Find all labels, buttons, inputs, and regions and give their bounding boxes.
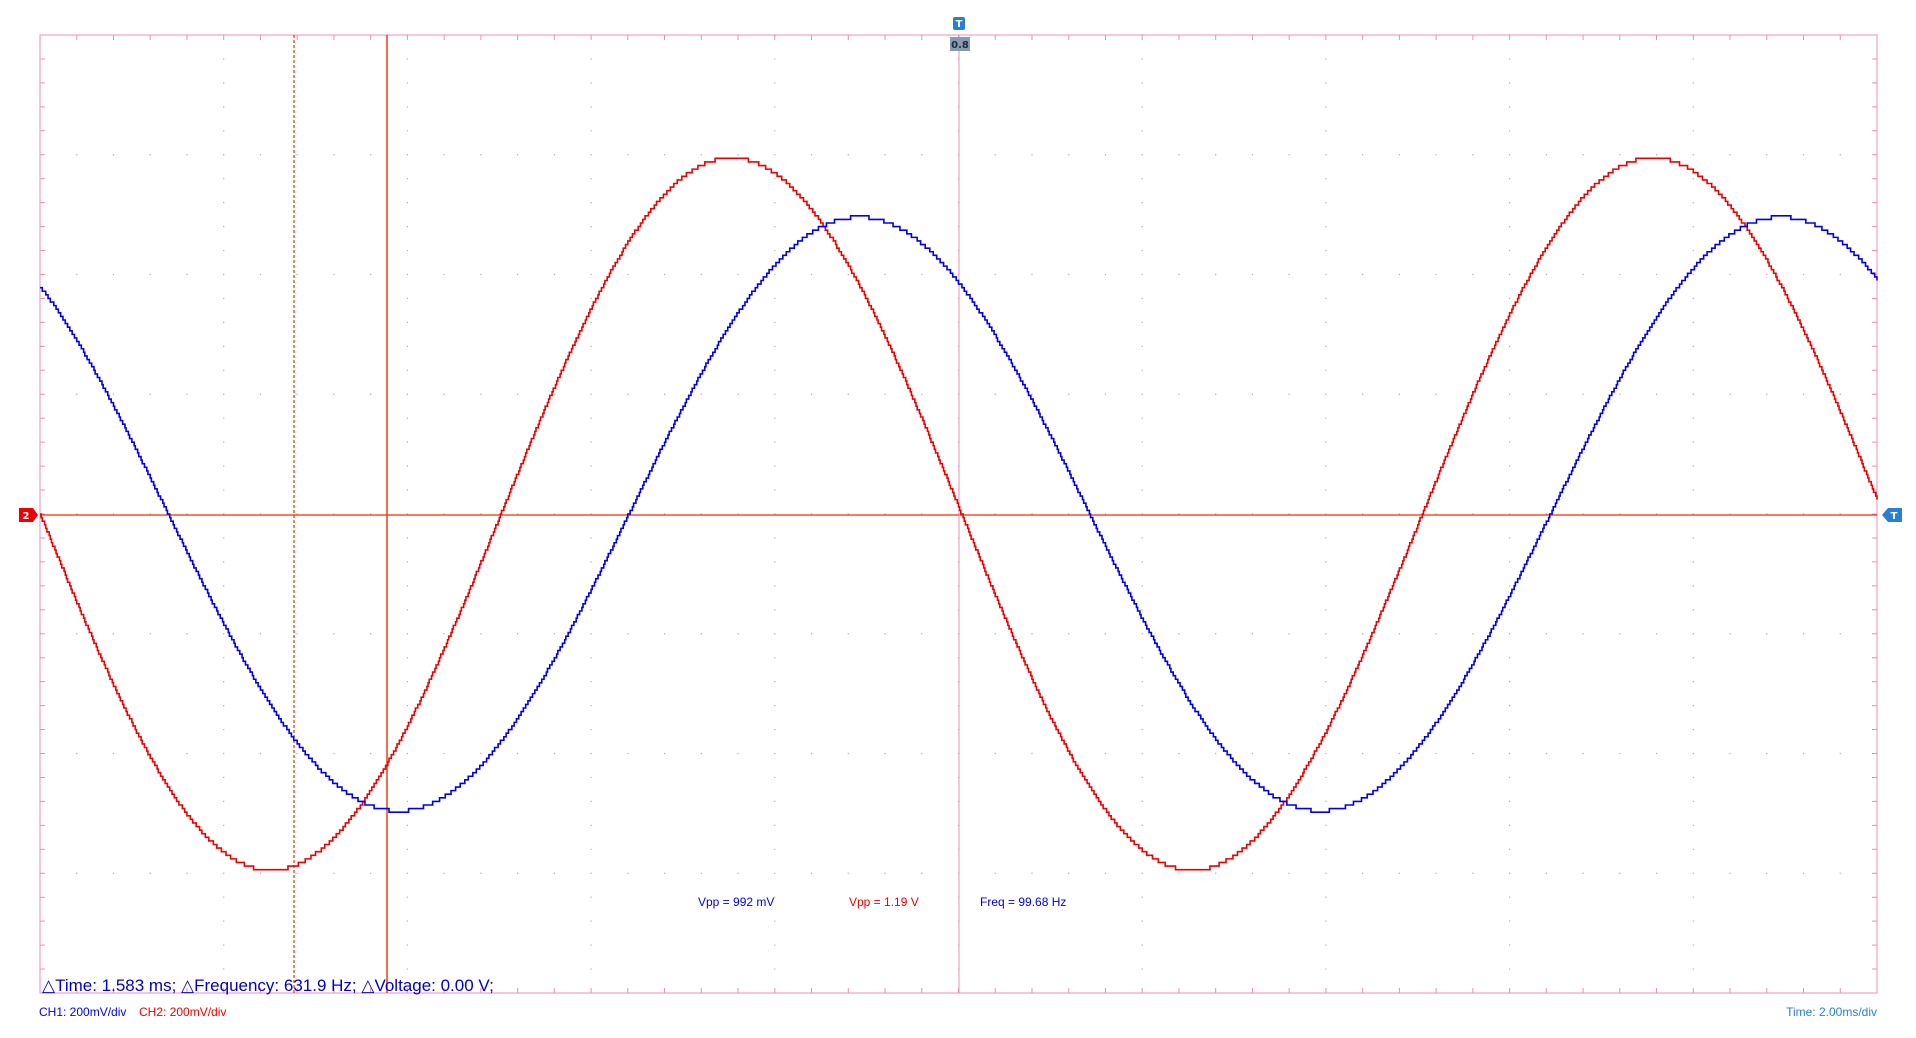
ch1-vpp-measurement: Vpp = 992 mV [698, 895, 774, 909]
position-readout: 0.8 [951, 40, 969, 51]
ch2-offset-marker[interactable]: 2 [19, 508, 38, 522]
grid-ticks [39, 34, 1878, 994]
graticule [39, 34, 1878, 994]
ch2-trace [40, 157, 1878, 871]
trigger-level-marker[interactable]: T [1882, 508, 1902, 522]
ch2-vpp-measurement: Vpp = 1.19 V [849, 895, 919, 909]
position-readout-box: 0.8 [950, 37, 970, 51]
timebase-label: Time: 2.00ms/div [1786, 1005, 1877, 1019]
ch1-scale-label: CH1: 200mV/div [39, 1005, 126, 1019]
ch2-marker-label: 2 [23, 511, 30, 522]
ch2-scale-label: CH2: 200mV/div [139, 1005, 226, 1019]
ch1-trace [40, 215, 1878, 813]
cursor-delta-readout: △Time: 1.583 ms; △Frequency: 631.9 Hz; △… [42, 976, 494, 995]
frequency-measurement: Freq = 99.68 Hz [980, 895, 1066, 909]
trigger-position-label: T [956, 19, 963, 30]
trigger-position-marker[interactable]: T [953, 17, 965, 30]
trigger-level-label: T [1891, 511, 1898, 522]
grid-dots [39, 34, 1841, 970]
